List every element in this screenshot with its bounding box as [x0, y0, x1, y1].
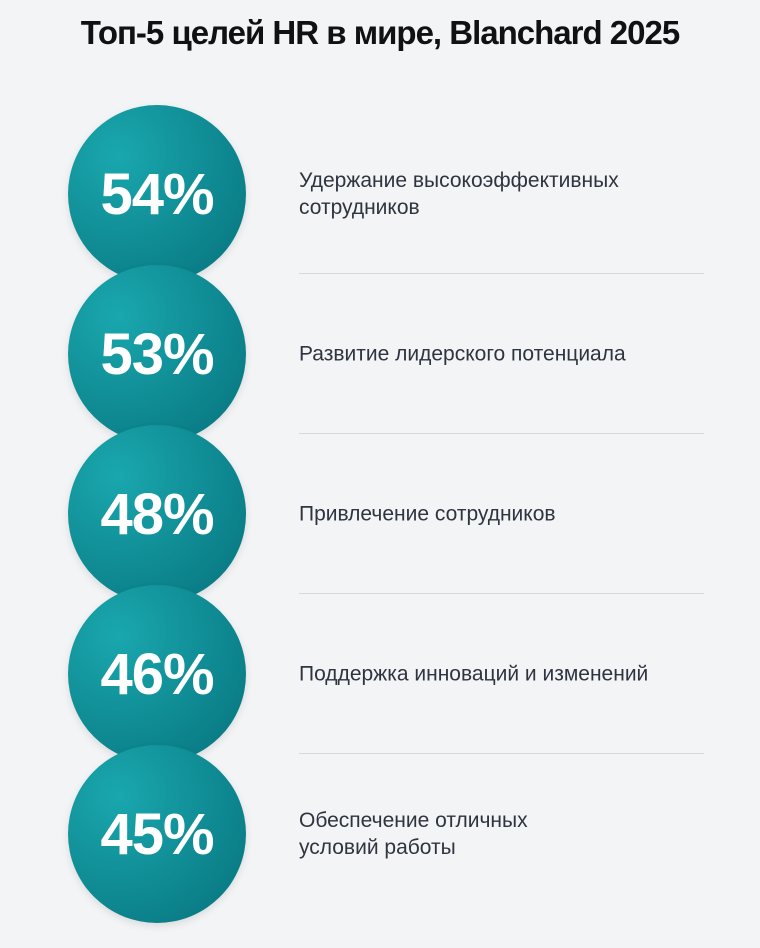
page-title: Топ-5 целей HR в мире, Blanchard 2025: [80, 14, 680, 51]
goal-label: Поддержка инноваций и изменений: [299, 661, 699, 688]
row-divider: [299, 753, 704, 754]
value-circle: 54%: [68, 105, 246, 283]
goal-label-line: сотрудников: [299, 196, 420, 219]
row-divider: [299, 273, 704, 274]
value-circle: 46%: [68, 585, 246, 763]
value-label: 45%: [100, 801, 214, 867]
goal-label-line: условий работы: [299, 836, 456, 859]
value-label: 48%: [100, 481, 214, 547]
goal-label-line: Развитие лидерского потенциала: [299, 342, 626, 366]
row-divider: [299, 593, 704, 594]
value-circle: 45%: [68, 745, 246, 923]
goal-label: Развитие лидерского потенциала: [299, 341, 699, 368]
goal-label-line: Привлечение сотрудников: [299, 502, 556, 526]
goal-label-line: Удержание высокоэффективных: [299, 169, 619, 192]
value-label: 53%: [100, 321, 214, 387]
goal-label: Обеспечение отличных условий работы: [299, 807, 699, 861]
value-circle: 48%: [68, 425, 246, 603]
goal-label-line: Поддержка инноваций и изменений: [299, 662, 649, 686]
row-divider: [299, 433, 704, 434]
value-label: 46%: [100, 641, 214, 707]
goal-label-line: Обеспечение отличных: [299, 809, 528, 832]
goal-label: Удержание высокоэффективных сотрудников: [299, 167, 699, 221]
value-circle: 53%: [68, 265, 246, 443]
value-label: 54%: [100, 161, 214, 227]
goal-label: Привлечение сотрудников: [299, 501, 699, 528]
